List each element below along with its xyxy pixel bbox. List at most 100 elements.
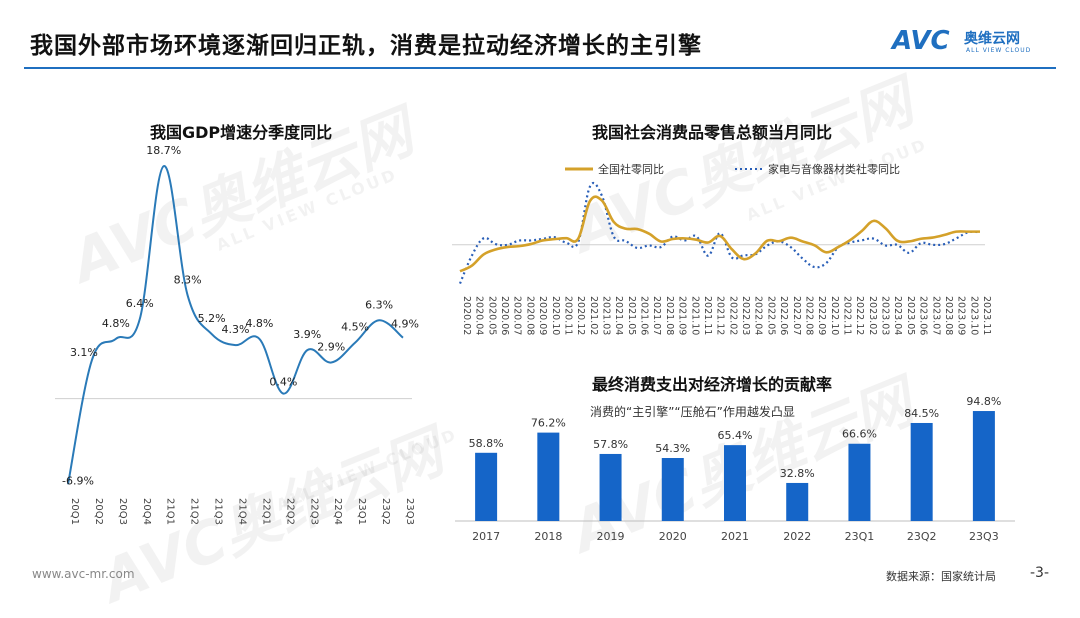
gdp-x-tick-label: 22Q1: [260, 498, 271, 525]
contrib-data-label: 65.4%: [718, 429, 753, 442]
gdp-x-tick-label: 22Q2: [284, 498, 295, 525]
retail-x-tick-label: 2022.12: [854, 296, 865, 335]
retail-x-tick-label: 2022.05: [765, 296, 776, 335]
retail-x-tick-label: 2023.10: [968, 296, 979, 335]
retail-x-tick-label: 2023.02: [867, 296, 878, 335]
gdp-data-label: -6.9%: [62, 474, 94, 487]
retail-x-tick-label: 2022.11: [841, 296, 852, 335]
gdp-x-tick-label: 21Q3: [213, 498, 224, 525]
gdp-data-label: 18.7%: [146, 144, 181, 157]
contrib-x-tick-label: 23Q1: [845, 530, 875, 543]
contrib-bar: [911, 423, 933, 521]
contrib-bar: [973, 411, 995, 521]
appliance-series-line: [460, 183, 980, 283]
retail-x-tick-label: 2023.08: [943, 296, 954, 335]
retail-x-tick-label: 2021.05: [626, 296, 637, 335]
retail-x-tick-label: 2021.06: [639, 296, 650, 335]
retail-x-tick-label: 2020.02: [461, 296, 472, 335]
gdp-x-tick-label: 23Q2: [380, 498, 391, 525]
retail-x-tick-label: 2021.03: [601, 296, 612, 335]
contrib-data-label: 66.6%: [842, 428, 877, 441]
retail-x-tick-label: 2023.07: [930, 296, 941, 335]
gdp-x-tick-label: 22Q4: [332, 498, 343, 525]
gdp-data-label: 4.5%: [341, 321, 369, 334]
retail-x-tick-label: 2021.07: [651, 296, 662, 335]
retail-x-tick-label: 2021.12: [715, 296, 726, 335]
retail-x-tick-label: 2022.10: [829, 296, 840, 335]
contrib-bar: [600, 454, 622, 521]
retail-x-tick-label: 2020.10: [550, 296, 561, 335]
contrib-x-tick-label: 2019: [597, 530, 625, 543]
retail-x-tick-label: 2020.09: [537, 296, 548, 335]
contrib-x-tick-label: 2021: [721, 530, 749, 543]
retail-x-tick-label: 2023.03: [880, 296, 891, 335]
retail-x-tick-label: 2022.09: [816, 296, 827, 335]
retail-x-tick-label: 2022.02: [727, 296, 738, 335]
gdp-x-tick-label: 20Q4: [141, 498, 152, 525]
contrib-data-label: 57.8%: [593, 438, 628, 451]
gdp-x-tick-label: 20Q2: [93, 498, 104, 525]
footer-source: 数据来源：国家统计局: [886, 568, 996, 584]
gdp-x-tick-label: 20Q3: [117, 498, 128, 525]
page-number: -3-: [1030, 565, 1049, 581]
retail-x-tick-label: 2020.11: [562, 296, 573, 335]
retail-x-tick-label: 2023.06: [918, 296, 929, 335]
contrib-data-label: 32.8%: [780, 467, 815, 480]
contrib-x-tick-label: 23Q2: [907, 530, 937, 543]
contrib-data-label: 76.2%: [531, 417, 566, 430]
gdp-data-label: 6.4%: [126, 297, 154, 310]
contrib-x-tick-label: 2017: [472, 530, 500, 543]
contrib-data-label: 94.8%: [966, 395, 1001, 408]
retail-x-tick-label: 2020.04: [474, 296, 485, 335]
contrib-bar: [662, 458, 684, 521]
gdp-data-label: 3.1%: [70, 346, 98, 359]
gdp-data-label: 6.3%: [365, 298, 393, 311]
gdp-data-label: 0.4%: [269, 376, 297, 389]
gdp-x-tick-label: 21Q4: [237, 498, 248, 525]
legend-label-retail: 全国社零同比: [598, 162, 664, 176]
retail-x-tick-label: 2022.03: [740, 296, 751, 335]
gdp-x-tick-label: 21Q1: [165, 498, 176, 525]
retail-x-tick-label: 2021.11: [702, 296, 713, 335]
gdp-x-tick-label: 23Q1: [356, 498, 367, 525]
retail-x-tick-label: 2023.05: [905, 296, 916, 335]
gdp-data-label: 8.3%: [174, 273, 202, 286]
contrib-bar: [724, 445, 746, 521]
legend-label-appliance: 家电与音像器材类社零同比: [768, 162, 900, 176]
contrib-bar: [848, 444, 870, 521]
contrib-data-label: 54.3%: [655, 442, 690, 455]
gdp-x-tick-label: 20Q1: [69, 498, 80, 525]
gdp-data-label: 2.9%: [317, 341, 345, 354]
gdp-data-label: 3.9%: [293, 328, 321, 341]
retail-x-tick-label: 2023.09: [956, 296, 967, 335]
retail-x-tick-label: 2022.08: [803, 296, 814, 335]
gdp-data-label: 4.8%: [102, 317, 130, 330]
retail-x-tick-label: 2022.04: [753, 296, 764, 335]
footer-website: www.avc-mr.com: [32, 567, 135, 581]
retail-x-tick-label: 2021.08: [664, 296, 675, 335]
contrib-data-label: 58.8%: [469, 437, 504, 450]
retail-x-tick-label: 2021.02: [588, 296, 599, 335]
retail-series-line: [460, 197, 980, 272]
retail-x-tick-label: 2021.09: [677, 296, 688, 335]
gdp-x-tick-label: 21Q2: [189, 498, 200, 525]
contrib-x-tick-label: 2018: [534, 530, 562, 543]
retail-x-tick-label: 2020.12: [575, 296, 586, 335]
gdp-x-tick-label: 23Q3: [404, 498, 415, 525]
retail-x-tick-label: 2022.07: [791, 296, 802, 335]
contrib-bar: [475, 453, 497, 521]
retail-x-tick-label: 2022.06: [778, 296, 789, 335]
retail-x-tick-label: 2023.11: [981, 296, 992, 335]
retail-x-tick-label: 2023.04: [892, 296, 903, 335]
gdp-data-label: 4.9%: [391, 318, 419, 331]
gdp-x-tick-label: 22Q3: [308, 498, 319, 525]
retail-x-tick-label: 2020.08: [524, 296, 535, 335]
contrib-x-tick-label: 23Q3: [969, 530, 999, 543]
contrib-bar: [786, 483, 808, 521]
retail-x-tick-label: 2020.07: [512, 296, 523, 335]
retail-x-tick-label: 2020.05: [486, 296, 497, 335]
contrib-data-label: 84.5%: [904, 407, 939, 420]
retail-x-tick-label: 2021.04: [613, 296, 624, 335]
contrib-x-tick-label: 2022: [783, 530, 811, 543]
